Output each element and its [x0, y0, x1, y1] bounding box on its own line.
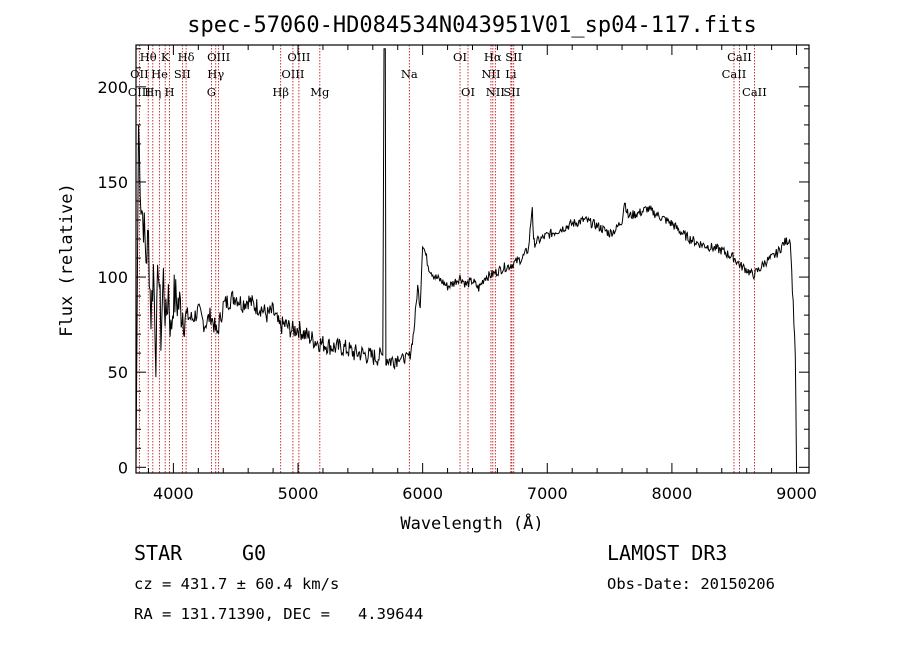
object-class: STAR — [134, 541, 183, 565]
y-tick-label: 200 — [97, 78, 128, 97]
line-marker-label: OI — [453, 50, 467, 64]
x-tick-label: 7000 — [527, 484, 568, 503]
spectral-subclass: G0 — [242, 541, 266, 565]
spectral-line-markers — [138, 45, 755, 473]
line-marker-label: Li — [505, 67, 517, 81]
line-marker-label: CaII — [722, 67, 747, 81]
line-marker-label: Hα — [484, 50, 502, 64]
plot-frame — [135, 44, 810, 474]
y-tick-label: 150 — [97, 173, 128, 192]
x-axis-ticks: 4000 5000 6000 7000 8000 9000 — [147, 45, 817, 503]
line-marker-label: SII — [503, 85, 520, 99]
line-marker-label: SII — [174, 67, 191, 81]
line-marker-label: Na — [401, 67, 418, 81]
survey-name: LAMOST DR3 — [607, 541, 727, 565]
x-tick-label: 6000 — [402, 484, 443, 503]
redshift-velocity: cz = 431.7 ± 60.4 km/s — [134, 575, 339, 593]
line-marker-label: G — [207, 85, 216, 99]
y-tick-label: 100 — [97, 268, 128, 287]
line-marker-label: He — [151, 67, 168, 81]
line-marker-label: NII — [481, 67, 500, 81]
y-axis-ticks: 0 50 100 150 200 — [97, 48, 809, 477]
line-marker-label: NII — [486, 85, 505, 99]
line-marker-label: SII — [505, 50, 522, 64]
spectrum-line — [135, 48, 797, 468]
x-tick-label: 9000 — [776, 484, 817, 503]
y-axis-label: Flux (relative) — [57, 183, 77, 337]
coordinates: RA = 131.71390, DEC = 4.39644 — [134, 605, 423, 623]
line-marker-label: K — [161, 50, 170, 64]
line-marker-label: OIII — [128, 85, 151, 99]
line-marker-label: OII — [130, 67, 149, 81]
observation-date: Obs-Date: 20150206 — [607, 575, 775, 593]
line-marker-label: CaII — [742, 85, 767, 99]
line-marker-label: OI — [461, 85, 475, 99]
line-marker-label: CaII — [727, 50, 752, 64]
line-marker-label: OIII — [207, 50, 230, 64]
y-tick-label: 0 — [118, 458, 128, 477]
line-marker-label: Hθ — [140, 50, 157, 64]
chart-title: spec-57060-HD084534N043951V01_sp04-117.f… — [187, 13, 757, 38]
y-tick-label: 50 — [108, 363, 128, 382]
x-tick-label: 4000 — [153, 484, 194, 503]
line-marker-label: H — [165, 85, 175, 99]
line-marker-label: Mg — [310, 85, 330, 99]
line-marker-label: Hβ — [272, 85, 289, 99]
x-tick-label: 8000 — [652, 484, 693, 503]
line-marker-label: Hγ — [207, 67, 224, 81]
line-marker-label: OIII — [287, 50, 310, 64]
x-tick-label: 5000 — [278, 484, 319, 503]
line-marker-label: Hδ — [178, 50, 195, 64]
line-marker-label: OIII — [281, 67, 304, 81]
line-marker-label: Hη — [144, 85, 161, 99]
x-axis-label: Wavelength (Å) — [400, 512, 543, 534]
